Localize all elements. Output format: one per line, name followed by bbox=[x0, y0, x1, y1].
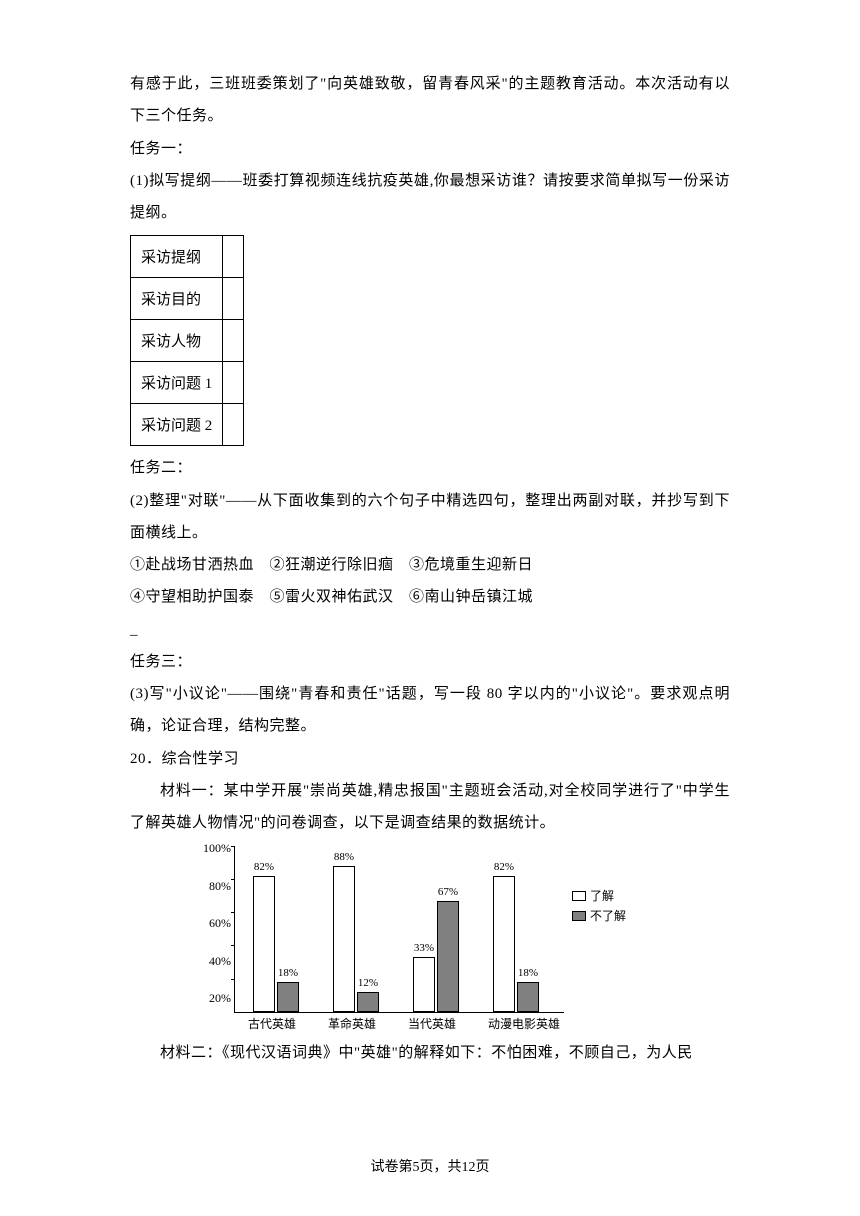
legend-label: 了解 bbox=[590, 887, 614, 904]
table-cell-empty bbox=[223, 236, 244, 278]
q20-title: 20．综合性学习 bbox=[130, 743, 730, 775]
bar-known: 82% bbox=[253, 876, 275, 1012]
material1: 材料一：某中学开展"崇尚英雄,精忠报国"主题班会活动,对全校同学进行了"中学生了… bbox=[130, 775, 730, 840]
bar-unknown: 18% bbox=[277, 982, 299, 1012]
x-axis-label: 当代英雄 bbox=[408, 1015, 456, 1055]
task1-desc: (1)拟写提纲——班委打算视频连线抗疫英雄,你最想采访谁？请按要求简单拟写一份采… bbox=[130, 165, 730, 230]
legend-box-icon bbox=[572, 891, 586, 901]
x-axis-label: 革命英雄 bbox=[328, 1015, 376, 1055]
bar-value-label: 18% bbox=[278, 967, 298, 979]
y-tick-label: 40% bbox=[191, 954, 231, 969]
survey-chart: 100% 80% 60% 40% 20% 82%18%88%12%33%67%8… bbox=[130, 847, 730, 1035]
bar-value-label: 82% bbox=[254, 861, 274, 873]
y-tick-label: 100% bbox=[191, 841, 231, 856]
bar-group: 82%18% bbox=[493, 876, 549, 1012]
table-cell: 采访提纲 bbox=[131, 236, 223, 278]
x-axis-label: 古代英雄 bbox=[248, 1015, 296, 1055]
x-axis-label: 动漫电影英雄 bbox=[488, 1015, 560, 1055]
bar-group: 82%18% bbox=[253, 876, 309, 1012]
task3-desc: (3)写"小议论"——围绕"青春和责任"话题，写一段 80 字以内的"小议论"。… bbox=[130, 678, 730, 743]
bar-group: 88%12% bbox=[333, 866, 389, 1012]
table-cell-empty bbox=[223, 320, 244, 362]
interview-outline-table: 采访提纲 采访目的 采访人物 采访问题 1 采访问题 2 bbox=[130, 235, 244, 446]
task2-title: 任务二： bbox=[130, 452, 730, 484]
legend-item-unknown: 不了解 bbox=[572, 907, 626, 924]
bar-value-label: 33% bbox=[414, 942, 434, 954]
task1-title: 任务一： bbox=[130, 133, 730, 165]
table-cell: 采访问题 1 bbox=[131, 362, 223, 404]
y-tick-label: 80% bbox=[191, 879, 231, 894]
chart-legend: 了解 不了解 bbox=[572, 887, 626, 927]
bar-value-label: 82% bbox=[494, 861, 514, 873]
intro-paragraph: 有感于此，三班班委策划了"向英雄致敬，留青春风采"的主题教育活动。本次活动有以下… bbox=[130, 68, 730, 133]
table-cell-empty bbox=[223, 278, 244, 320]
bar-known: 33% bbox=[413, 957, 435, 1012]
bar-known: 88% bbox=[333, 866, 355, 1012]
bar-unknown: 12% bbox=[357, 992, 379, 1012]
blank-line: _ bbox=[130, 614, 730, 646]
bar-group: 33%67% bbox=[413, 901, 469, 1012]
bar-unknown: 18% bbox=[517, 982, 539, 1012]
bar-unknown: 67% bbox=[437, 901, 459, 1012]
table-cell: 采访目的 bbox=[131, 278, 223, 320]
bar-value-label: 18% bbox=[518, 967, 538, 979]
bar-value-label: 67% bbox=[438, 886, 458, 898]
legend-box-icon bbox=[572, 911, 586, 921]
task2-desc: (2)整理"对联"——从下面收集到的六个句子中精选四句，整理出两副对联，并抄写到… bbox=[130, 485, 730, 550]
table-cell-empty bbox=[223, 362, 244, 404]
legend-item-known: 了解 bbox=[572, 887, 626, 904]
task3-title: 任务三： bbox=[130, 646, 730, 678]
options-line-1: ①赴战场甘洒热血 ②狂潮逆行除旧痼 ③危境重生迎新日 bbox=[130, 549, 730, 581]
bar-value-label: 12% bbox=[358, 977, 378, 989]
table-cell: 采访人物 bbox=[131, 320, 223, 362]
bar-known: 82% bbox=[493, 876, 515, 1012]
options-line-2: ④守望相助护国泰 ⑤雷火双神佑武汉 ⑥南山钟岳镇江城 bbox=[130, 581, 730, 613]
table-cell: 采访问题 2 bbox=[131, 404, 223, 446]
y-axis-labels: 100% 80% 60% 40% 20% bbox=[191, 841, 231, 1006]
y-tick-label: 20% bbox=[191, 991, 231, 1006]
y-tick-label: 60% bbox=[191, 916, 231, 931]
page-footer: 试卷第5页，共12页 bbox=[0, 1156, 860, 1176]
legend-label: 不了解 bbox=[590, 907, 626, 924]
bar-value-label: 88% bbox=[334, 851, 354, 863]
table-cell-empty bbox=[223, 404, 244, 446]
